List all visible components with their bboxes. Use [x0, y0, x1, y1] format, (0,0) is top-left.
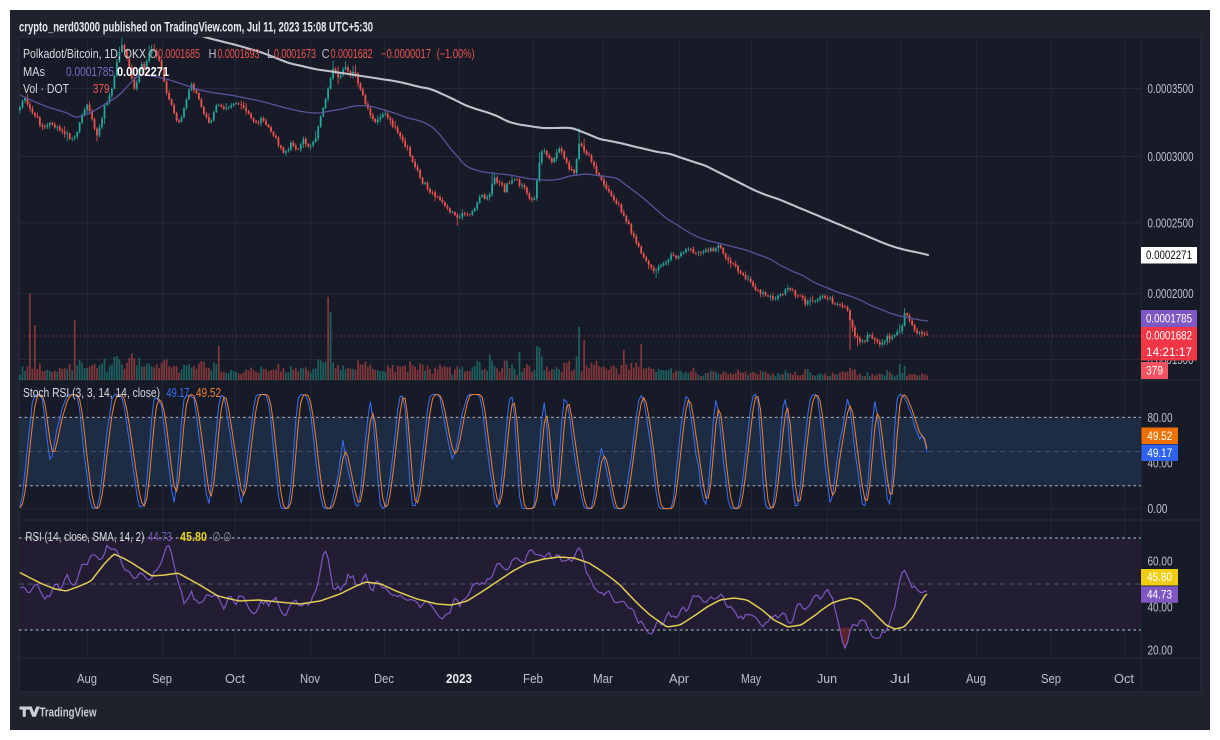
svg-text:May: May: [741, 672, 762, 686]
svg-text:Oct: Oct: [225, 672, 246, 686]
svg-text:crypto_nerd03000 published on: crypto_nerd03000 published on TradingVie…: [19, 20, 373, 35]
svg-text:0.0001685: 0.0001685: [158, 47, 200, 61]
svg-text:MAs: MAs: [23, 65, 45, 79]
svg-text:49.17: 49.17: [167, 386, 190, 400]
svg-text:Oct: Oct: [1114, 672, 1135, 686]
svg-text:L: L: [267, 47, 273, 61]
svg-text:Sep: Sep: [152, 672, 172, 686]
svg-text:0.0001785: 0.0001785: [66, 65, 114, 79]
svg-text:60.00: 60.00: [1148, 555, 1173, 569]
svg-text:2023: 2023: [446, 672, 472, 686]
svg-text:0.0002271: 0.0002271: [1146, 250, 1192, 262]
svg-text:RSI (14, close, SMA, 14, 2): RSI (14, close, SMA, 14, 2): [25, 530, 144, 544]
svg-text:0.0001693: 0.0001693: [218, 47, 260, 61]
svg-text:49.52: 49.52: [1147, 431, 1172, 443]
svg-text:(−1.00%): (−1.00%): [437, 47, 475, 61]
svg-text:0.0001785: 0.0001785: [1146, 314, 1192, 326]
svg-text:0.0002500: 0.0002500: [1148, 217, 1194, 231]
svg-text:49.17: 49.17: [1147, 448, 1172, 460]
svg-text:0.0001673: 0.0001673: [274, 47, 316, 61]
svg-text:Stoch RSI (3, 3, 14, 14, close: Stoch RSI (3, 3, 14, 14, close): [23, 386, 160, 400]
svg-text:0.0001682: 0.0001682: [331, 47, 373, 61]
svg-text:0.0003500: 0.0003500: [1148, 82, 1194, 96]
svg-text:14:21:17: 14:21:17: [1146, 347, 1192, 359]
svg-text:Dec: Dec: [374, 672, 394, 686]
svg-text:Jun: Jun: [817, 672, 837, 686]
svg-text:20.00: 20.00: [1148, 644, 1173, 658]
svg-text:Vol · DOT: Vol · DOT: [23, 82, 69, 96]
svg-text:Aug: Aug: [77, 672, 97, 686]
svg-text:40.00: 40.00: [1148, 601, 1173, 615]
svg-text:0.0001682: 0.0001682: [1146, 330, 1192, 342]
svg-text:Feb: Feb: [523, 672, 543, 686]
svg-text:H: H: [209, 47, 217, 61]
svg-text:44.73: 44.73: [1147, 590, 1172, 602]
svg-text:0.00: 0.00: [1148, 502, 1168, 516]
svg-text:∅ ∅: ∅ ∅: [212, 530, 231, 544]
svg-text:Mar: Mar: [593, 672, 613, 686]
svg-text:0.0002271: 0.0002271: [117, 65, 169, 79]
svg-text:45.80: 45.80: [180, 530, 207, 544]
svg-text:−0.0000017: −0.0000017: [381, 47, 431, 61]
svg-text:0.0003000: 0.0003000: [1148, 150, 1194, 164]
svg-text:45.80: 45.80: [1147, 572, 1172, 584]
svg-text:49.52: 49.52: [196, 386, 221, 400]
svg-text:Apr: Apr: [669, 672, 689, 686]
svg-text:44.73: 44.73: [148, 530, 172, 544]
svg-text:O: O: [149, 47, 157, 61]
svg-text:80.00: 80.00: [1148, 411, 1173, 425]
svg-text:0.0002000: 0.0002000: [1148, 287, 1194, 301]
svg-text:Polkadot/Bitcoin, 1D, OKX: Polkadot/Bitcoin, 1D, OKX: [23, 47, 147, 61]
svg-text:Nov: Nov: [300, 672, 321, 686]
svg-text:TradingView: TradingView: [40, 705, 98, 720]
svg-text:Jul: Jul: [890, 672, 910, 686]
svg-text:379: 379: [1146, 366, 1163, 378]
svg-text:Aug: Aug: [966, 672, 986, 686]
svg-text:379: 379: [93, 82, 110, 96]
svg-text:Sep: Sep: [1041, 672, 1061, 686]
svg-text:C: C: [322, 47, 330, 61]
